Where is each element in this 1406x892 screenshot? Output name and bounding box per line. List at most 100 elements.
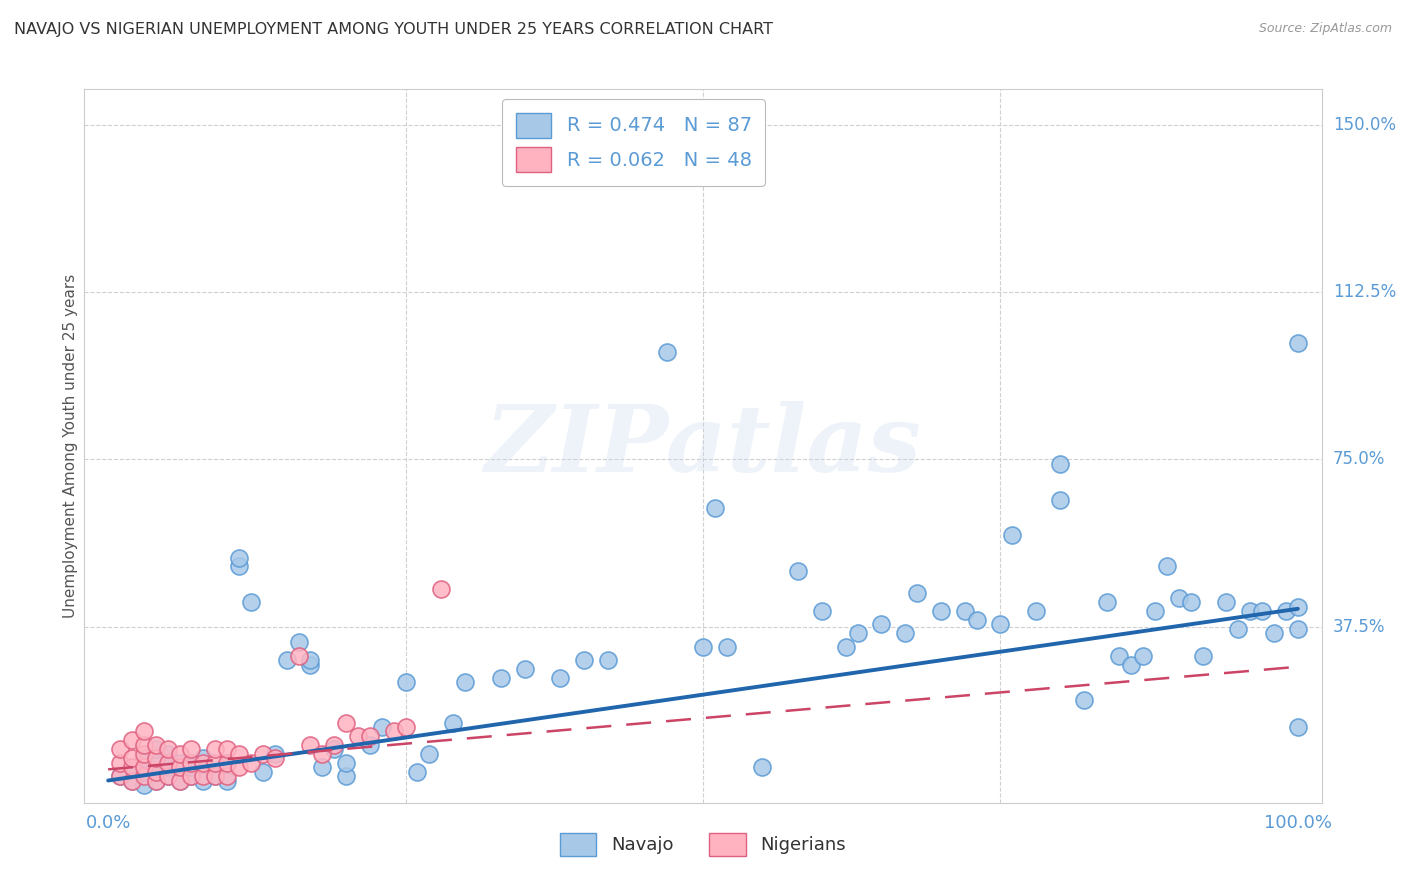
- Point: [1286, 336, 1309, 351]
- Point: [239, 756, 262, 770]
- Point: [228, 747, 250, 761]
- Point: [299, 653, 322, 667]
- Point: [1251, 604, 1274, 618]
- Point: [1191, 648, 1213, 663]
- Point: [751, 760, 773, 774]
- Point: [1167, 591, 1189, 605]
- Point: [335, 756, 357, 770]
- Point: [217, 773, 239, 788]
- Point: [1073, 693, 1095, 707]
- Point: [1286, 599, 1309, 614]
- Point: [193, 756, 215, 770]
- Point: [156, 769, 179, 783]
- Point: [1215, 595, 1237, 609]
- Point: [108, 769, 131, 783]
- Text: 75.0%: 75.0%: [1333, 450, 1385, 468]
- Point: [145, 756, 167, 770]
- Point: [217, 742, 239, 756]
- Point: [204, 756, 226, 770]
- Point: [217, 756, 239, 770]
- Point: [145, 764, 167, 779]
- Point: [311, 747, 333, 761]
- Point: [228, 760, 250, 774]
- Point: [145, 773, 167, 788]
- Point: [1275, 604, 1298, 618]
- Point: [217, 756, 239, 770]
- Point: [108, 769, 131, 783]
- Point: [335, 715, 357, 730]
- Point: [252, 747, 274, 761]
- Point: [1239, 604, 1261, 618]
- Point: [418, 747, 440, 761]
- Point: [276, 653, 298, 667]
- Point: [1049, 457, 1071, 471]
- Point: [382, 724, 405, 739]
- Point: [121, 733, 143, 747]
- Point: [894, 626, 917, 640]
- Text: ZIPatlas: ZIPatlas: [485, 401, 921, 491]
- Point: [406, 764, 429, 779]
- Point: [1001, 528, 1024, 542]
- Point: [287, 635, 309, 649]
- Point: [596, 653, 619, 667]
- Point: [1263, 626, 1285, 640]
- Point: [263, 751, 285, 765]
- Point: [121, 760, 143, 774]
- Point: [1227, 622, 1250, 636]
- Point: [263, 747, 285, 761]
- Point: [347, 729, 370, 743]
- Point: [193, 769, 215, 783]
- Point: [441, 715, 464, 730]
- Point: [1121, 657, 1143, 672]
- Point: [299, 738, 322, 752]
- Point: [156, 747, 179, 761]
- Point: [811, 604, 834, 618]
- Point: [145, 738, 167, 752]
- Point: [180, 760, 202, 774]
- Point: [132, 760, 155, 774]
- Point: [323, 742, 346, 756]
- Point: [132, 747, 155, 761]
- Point: [121, 773, 143, 788]
- Point: [1144, 604, 1167, 618]
- Point: [430, 582, 453, 596]
- Point: [132, 724, 155, 739]
- Point: [299, 657, 322, 672]
- Point: [1156, 559, 1178, 574]
- Point: [966, 613, 988, 627]
- Point: [252, 764, 274, 779]
- Point: [323, 738, 346, 752]
- Point: [217, 769, 239, 783]
- Point: [335, 769, 357, 783]
- Point: [145, 742, 167, 756]
- Point: [121, 751, 143, 765]
- Point: [287, 648, 309, 663]
- Point: [454, 675, 477, 690]
- Text: NAVAJO VS NIGERIAN UNEMPLOYMENT AMONG YOUTH UNDER 25 YEARS CORRELATION CHART: NAVAJO VS NIGERIAN UNEMPLOYMENT AMONG YO…: [14, 22, 773, 37]
- Point: [132, 769, 155, 783]
- Point: [311, 760, 333, 774]
- Point: [145, 751, 167, 765]
- Point: [953, 604, 976, 618]
- Y-axis label: Unemployment Among Youth under 25 years: Unemployment Among Youth under 25 years: [63, 274, 77, 618]
- Point: [371, 720, 394, 734]
- Point: [1025, 604, 1047, 618]
- Point: [394, 720, 416, 734]
- Point: [180, 742, 202, 756]
- Point: [169, 773, 191, 788]
- Point: [145, 764, 167, 779]
- Point: [1049, 492, 1071, 507]
- Point: [169, 747, 191, 761]
- Point: [108, 742, 131, 756]
- Point: [1286, 720, 1309, 734]
- Point: [132, 778, 155, 792]
- Point: [132, 738, 155, 752]
- Point: [121, 760, 143, 774]
- Point: [180, 769, 202, 783]
- Point: [489, 671, 512, 685]
- Point: [787, 564, 810, 578]
- Point: [846, 626, 869, 640]
- Point: [145, 773, 167, 788]
- Point: [703, 501, 725, 516]
- Point: [716, 640, 738, 654]
